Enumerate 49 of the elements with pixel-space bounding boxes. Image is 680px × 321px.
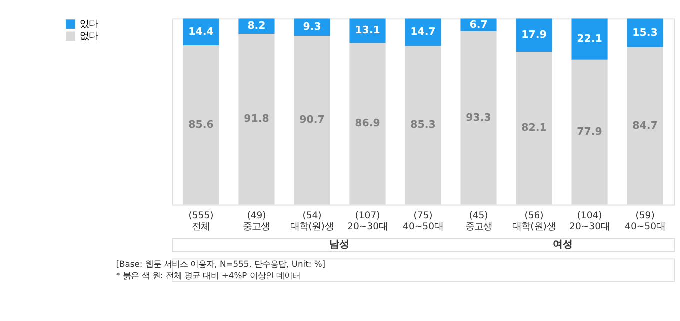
x-tick-label: 대학(원)생 [512, 221, 556, 232]
data-label: 82.1 [522, 123, 547, 134]
bar [627, 18, 664, 48]
bar [516, 18, 552, 52]
data-label: 13.1 [355, 26, 380, 37]
x-tick-label: 40~50대 [625, 221, 666, 232]
text: (555) [188, 210, 214, 222]
bar [183, 18, 220, 46]
text: [Base: 웹툰 서비스 이용자, N=555, 단수응답, Unit: %] [116, 259, 326, 270]
data-label: 91.8 [244, 114, 270, 126]
data-label: 86.9 [355, 118, 380, 130]
text: (104) [577, 210, 602, 222]
data-label: 93.3 [466, 112, 492, 124]
x-tick-label: 중고생 [465, 221, 492, 232]
text: (59) [636, 210, 655, 222]
data-label: 85.3 [410, 120, 436, 132]
data-label: 15.3 [632, 28, 658, 39]
data-label: 6.7 [470, 20, 488, 31]
data-label: 14.4 [188, 26, 214, 38]
data-label: 84.7 [632, 120, 658, 132]
x-tick-label: 40~50대 [403, 221, 444, 232]
data-label: 17.9 [522, 30, 547, 42]
x-tick-label: 전체 [192, 221, 210, 232]
data-label: 85.6 [188, 120, 214, 131]
bar [294, 18, 330, 36]
legend-label: 있다 [80, 19, 98, 30]
text: (49) [247, 210, 266, 222]
text: 남성 [330, 240, 350, 251]
text: (107) [355, 210, 380, 222]
text: 여성 [552, 240, 573, 251]
text: (56) [524, 210, 544, 222]
legend-label: 없다 [80, 31, 98, 42]
x-tick-label: 20~30대 [570, 221, 610, 232]
bar [405, 18, 442, 46]
text: (54) [302, 210, 322, 222]
data-label: 90.7 [300, 115, 325, 126]
x-tick-label: 대학(원)생 [290, 221, 334, 232]
text: (45) [469, 210, 488, 222]
data-label: 22.1 [577, 34, 602, 46]
data-label: 14.7 [410, 27, 436, 38]
bar [572, 18, 608, 60]
x-tick-label: 중고생 [243, 221, 270, 232]
text: * 붉은 색 원: 전체 평균 대비 +4%P 이상인 데이터 [116, 270, 300, 280]
text: (75) [414, 210, 433, 222]
data-label: 9.3 [303, 22, 322, 34]
x-tick-label: 20~30대 [348, 221, 388, 232]
data-label: 8.2 [248, 21, 266, 32]
bar [350, 18, 386, 44]
data-label: 77.9 [577, 127, 602, 138]
